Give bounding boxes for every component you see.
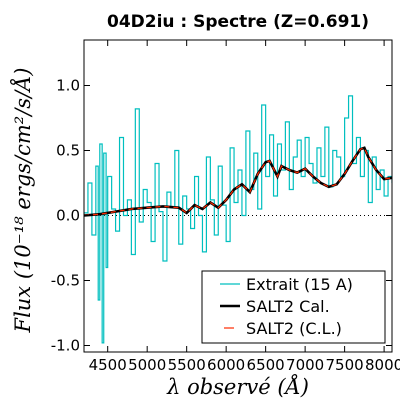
x-tick-label-5: 7000 (286, 356, 324, 374)
legend-label-2: SALT2 (C.L.) (246, 319, 342, 338)
x-tick-label-7: 8000 (365, 356, 400, 374)
plot-area: 4500 5000 5500 6000 6500 7000 7500 8000 -1.0 -0.5… (51, 39, 400, 374)
series-line-0 (84, 95, 392, 344)
y-tick-label-3: 0.5 (56, 142, 80, 160)
series-line-2 (84, 147, 392, 217)
x-tick-label-0: 4500 (89, 356, 127, 374)
legend-label-0: Extrait (15 A) (246, 275, 353, 294)
x-tick-label-6: 7500 (326, 356, 364, 374)
x-axis-label: λ observé (Å) (166, 374, 309, 399)
y-tick-label-1: -0.5 (51, 272, 80, 290)
legend-label-1: SALT2 Cal. (246, 297, 330, 316)
y-axis-label: Flux (10⁻¹⁸ ergs/cm²/s/Å) (10, 68, 35, 334)
axes-frame (83, 39, 393, 353)
x-tick-label-3: 6000 (207, 356, 245, 374)
x-tick-label-1: 5000 (128, 356, 166, 374)
x-tick-label-4: 6500 (247, 356, 285, 374)
y-tick-label-0: -1.0 (51, 337, 80, 355)
y-tick-label-4: 1.0 (56, 77, 80, 95)
x-tick-label-2: 5500 (168, 356, 206, 374)
y-tick-label-2: 0.0 (56, 207, 80, 225)
chart-title: 04D2iu : Spectre (Z=0.691) (107, 12, 369, 32)
